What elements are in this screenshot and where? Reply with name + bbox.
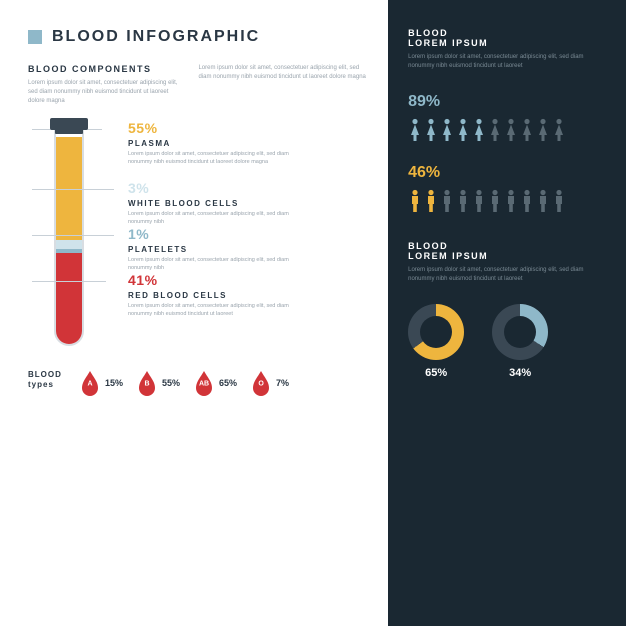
test-tube-cap [50, 118, 88, 130]
right-section-2: BLOOD LOREM IPSUM Lorem ipsum dolor sit … [408, 241, 606, 284]
demographic-1: 89% [408, 93, 606, 142]
blood-type-percentage: 65% [219, 378, 237, 388]
blood-type-letter: AB [199, 381, 209, 388]
components-header: BLOOD COMPONENTS Lorem ipsum dolor sit a… [28, 64, 368, 106]
right-panel: BLOOD LOREM IPSUM Lorem ipsum dolor sit … [388, 0, 626, 626]
test-tube-column [28, 120, 110, 346]
blood-types-section: BLOODtypes A 15% B 55% AB 65% O 7% [28, 362, 368, 396]
connector-line [32, 235, 114, 236]
test-tube-body [54, 126, 84, 346]
blood-type-b: B 55% [137, 370, 180, 396]
person-icon [520, 189, 534, 213]
person-icon [440, 189, 454, 213]
donut-ring [492, 304, 548, 360]
component-item-white-blood-cells: 3% WHITE BLOOD CELLS Lorem ipsum dolor sit… [128, 180, 368, 226]
blood-type-percentage: 15% [105, 378, 123, 388]
r2-subtitle: LOREM IPSUM [408, 251, 606, 261]
donut-chart: 65% [408, 304, 464, 379]
demo1-percentage: 89% [408, 93, 606, 111]
component-description: Lorem ipsum dolor sit amet, consectetuer… [128, 303, 308, 318]
person-icon [488, 118, 502, 142]
demo1-people-row [408, 118, 606, 142]
components-intro: Lorem ipsum dolor sit amet, consectetuer… [28, 79, 184, 106]
blood-drop-icon: A [80, 370, 100, 396]
r2-lorem: Lorem ipsum dolor sit amet, consectetuer… [408, 266, 606, 284]
donut-percentage: 34% [509, 367, 531, 379]
person-icon [472, 189, 486, 213]
person-icon [504, 189, 518, 213]
component-description: Lorem ipsum dolor sit amet, consectetuer… [128, 257, 308, 272]
blood-type-a: A 15% [80, 370, 123, 396]
person-icon [504, 118, 518, 142]
component-percentage: 55% [128, 120, 368, 136]
component-percentage: 41% [128, 272, 368, 288]
person-icon [536, 118, 550, 142]
components-lorem-extra: Lorem ipsum dolor sit amet, consectetuer… [198, 64, 368, 82]
title-block: BLOOD INFOGRAPHIC [28, 28, 368, 46]
left-panel: BLOOD INFOGRAPHIC BLOOD COMPONENTS Lorem… [0, 0, 388, 626]
title-accent-square [28, 30, 42, 44]
component-description: Lorem ipsum dolor sit amet, consectetuer… [128, 211, 308, 226]
person-icon [536, 189, 550, 213]
donut-percentage: 65% [425, 367, 447, 379]
main-title: BLOOD INFOGRAPHIC [52, 28, 260, 46]
demo2-percentage: 46% [408, 164, 606, 182]
r1-subtitle: LOREM IPSUM [408, 38, 606, 48]
test-tube [54, 126, 84, 346]
component-label: PLATELETS [128, 245, 368, 254]
component-label: RED BLOOD CELLS [128, 291, 368, 300]
component-item-red-blood-cells: 41% RED BLOOD CELLS Lorem ipsum dolor sit … [128, 272, 368, 332]
demographic-2: 46% [408, 164, 606, 213]
person-icon [424, 189, 438, 213]
r2-title: BLOOD [408, 241, 606, 251]
blood-types-title: BLOODtypes [28, 370, 62, 391]
right-section-1: BLOOD LOREM IPSUM Lorem ipsum dolor sit … [408, 28, 606, 71]
components-title-col: BLOOD COMPONENTS Lorem ipsum dolor sit a… [28, 64, 184, 106]
blood-type-o: O 7% [251, 370, 289, 396]
tube-section: 55% PLASMA Lorem ipsum dolor sit amet, con… [28, 120, 368, 346]
person-icon [456, 118, 470, 142]
demo2-people-row [408, 189, 606, 213]
person-icon [424, 118, 438, 142]
blood-drop-icon: AB [194, 370, 214, 396]
components-list: 55% PLASMA Lorem ipsum dolor sit amet, con… [128, 120, 368, 346]
component-item-plasma: 55% PLASMA Lorem ipsum dolor sit amet, con… [128, 120, 368, 180]
blood-type-letter: A [87, 381, 92, 388]
component-label: PLASMA [128, 139, 368, 148]
components-title: BLOOD COMPONENTS [28, 64, 184, 74]
connector-line [32, 281, 106, 282]
person-icon [440, 118, 454, 142]
tube-segment-white-blood-cells [56, 240, 82, 249]
donut-charts: 65% 34% [408, 304, 606, 379]
person-icon [472, 118, 486, 142]
blood-type-letter: O [258, 381, 263, 388]
blood-type-letter: B [144, 381, 149, 388]
component-percentage: 1% [128, 226, 368, 242]
blood-type-ab: AB 65% [194, 370, 237, 396]
blood-drop-icon: B [137, 370, 157, 396]
component-percentage: 3% [128, 180, 368, 196]
person-icon [552, 118, 566, 142]
r1-lorem: Lorem ipsum dolor sit amet, consectetuer… [408, 53, 606, 71]
person-icon [552, 189, 566, 213]
component-description: Lorem ipsum dolor sit amet, consectetuer… [128, 151, 308, 166]
components-lorem-col: Lorem ipsum dolor sit amet, consectetuer… [198, 64, 368, 106]
blood-types-items: A 15% B 55% AB 65% O 7% [80, 370, 368, 396]
donut-ring [408, 304, 464, 360]
blood-drop-icon: O [251, 370, 271, 396]
person-icon [456, 189, 470, 213]
blood-type-percentage: 55% [162, 378, 180, 388]
person-icon [488, 189, 502, 213]
blood-type-percentage: 7% [276, 378, 289, 388]
r1-title: BLOOD [408, 28, 606, 38]
person-icon [408, 189, 422, 213]
tube-segment-red-blood-cells [56, 253, 82, 344]
connector-line [32, 189, 114, 190]
component-label: WHITE BLOOD CELLS [128, 199, 368, 208]
person-icon [408, 118, 422, 142]
donut-chart: 34% [492, 304, 548, 379]
component-item-platelets: 1% PLATELETS Lorem ipsum dolor sit amet, c… [128, 226, 368, 272]
person-icon [520, 118, 534, 142]
